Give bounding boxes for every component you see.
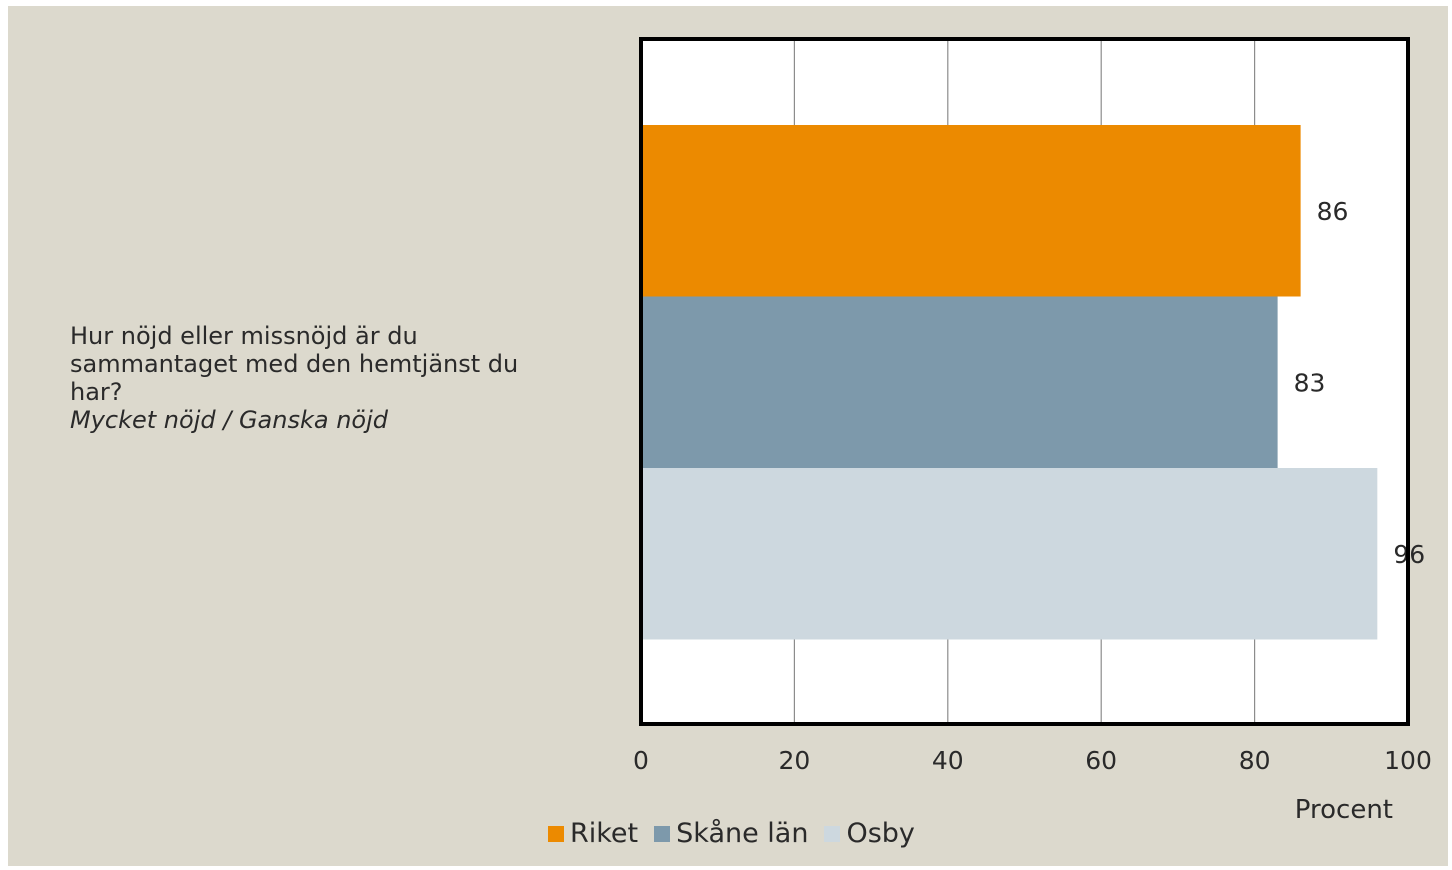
tick-label-40: 40 xyxy=(932,746,964,775)
plot-border xyxy=(639,37,1410,726)
question-text: Hur nöjd eller missnöjd är du sammantage… xyxy=(70,322,519,406)
legend-item-riket: Riket xyxy=(548,818,638,849)
bar-riket xyxy=(641,125,1301,297)
legend-swatch-skane xyxy=(654,825,671,842)
legend-label-skane: Skåne län xyxy=(676,818,809,849)
tick-label-20: 20 xyxy=(778,746,810,775)
legend-item-skane: Skåne län xyxy=(654,818,808,849)
tick-label-100: 100 xyxy=(1384,746,1432,775)
legend-swatch-osby xyxy=(824,825,841,842)
x-axis-title: Procent xyxy=(1295,795,1393,825)
question-label: Hur nöjd eller missnöjd är du sammantage… xyxy=(70,322,570,434)
legend-label-osby: Osby xyxy=(846,818,915,849)
legend-label-riket: Riket xyxy=(570,818,639,849)
chart-canvas: Hur nöjd eller missnöjd är du sammantage… xyxy=(8,6,1448,866)
legend-swatch-riket xyxy=(548,825,564,842)
tick-label-80: 80 xyxy=(1239,746,1271,775)
legend: Riket Skåne län Osby xyxy=(548,818,931,849)
legend-item-osby: Osby xyxy=(824,818,915,849)
tick-label-60: 60 xyxy=(1085,746,1117,775)
data-label-sk-ne-l-n: 83 xyxy=(1294,368,1326,397)
tick-label-0: 0 xyxy=(633,746,649,775)
bar-osby xyxy=(641,468,1378,640)
data-label-riket: 86 xyxy=(1317,197,1349,226)
bar-sk-ne-l-n xyxy=(641,296,1278,468)
question-subtext: Mycket nöjd / Ganska nöjd xyxy=(70,406,388,434)
